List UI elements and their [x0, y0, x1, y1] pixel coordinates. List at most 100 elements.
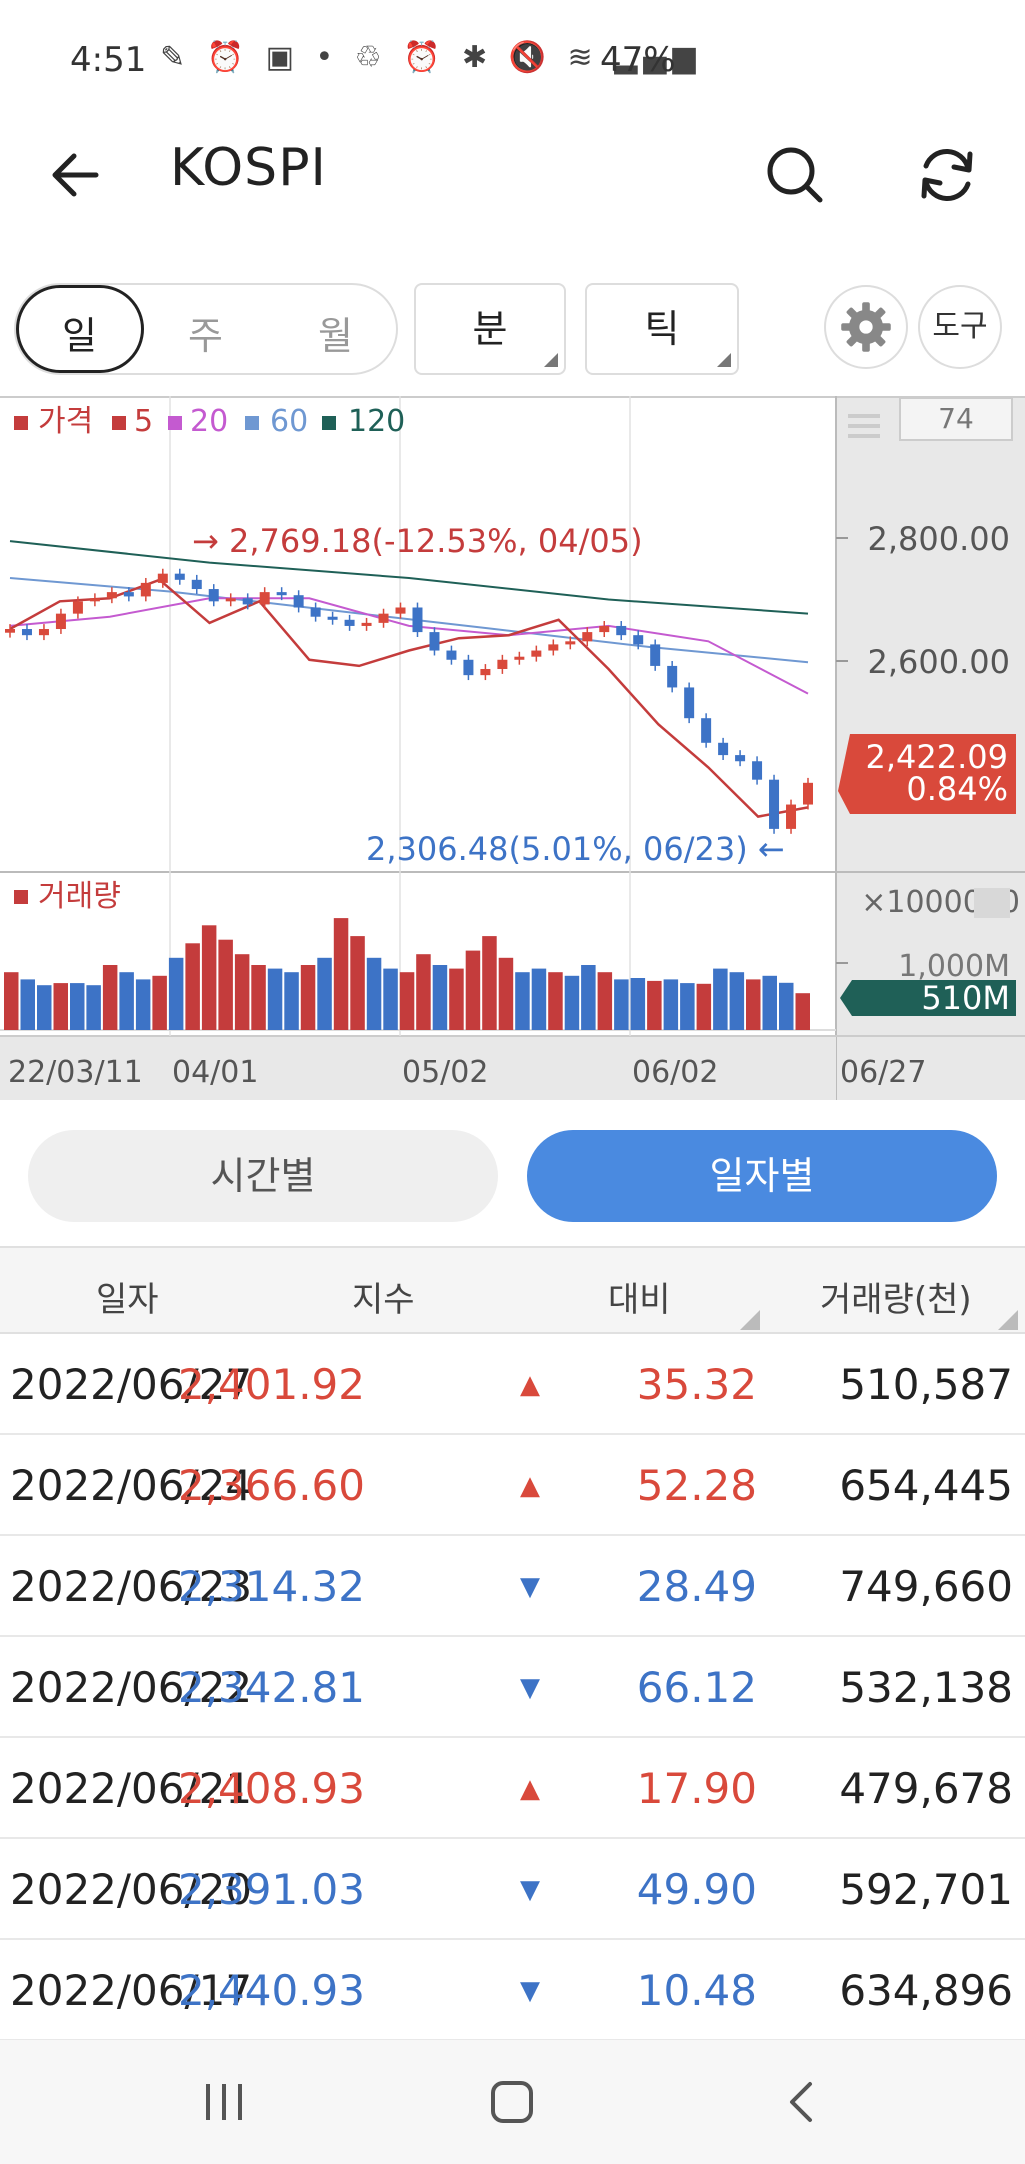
tab-daily[interactable]: 일자별 — [527, 1130, 997, 1222]
volume-bar — [366, 957, 382, 1030]
tab-time[interactable]: 시간별 — [28, 1130, 498, 1222]
status-time: 4:51 — [70, 40, 147, 80]
home-icon[interactable] — [488, 2078, 536, 2126]
row-volume: 749,660 — [839, 1562, 1013, 1611]
current-price: 2,422.09 — [866, 738, 1009, 776]
candle — [803, 782, 813, 805]
x-tick-2: 05/02 — [402, 1055, 488, 1090]
volume-bar — [317, 957, 332, 1030]
tick-label: 틱 — [644, 307, 680, 351]
row-date: 2022/06/17 — [10, 1966, 253, 2015]
candle — [684, 687, 695, 719]
row-change: 52.28 — [636, 1461, 757, 1510]
volume-bar — [498, 957, 514, 1030]
volume-bar — [449, 968, 464, 1030]
current-volume-tag — [840, 980, 1016, 1016]
table-row[interactable]: 2022/06/23 2,314.32 ▼ 28.49 749,660 — [0, 1536, 1025, 1637]
status-bar: 4:51 ✎ ⏰ ▣ • ♲ ⏰ ✱ 🔇 ≋ ▂▄▆ 47% — [0, 0, 1025, 110]
volume-bar — [630, 978, 646, 1030]
candle — [480, 668, 491, 676]
status-icons: ✎ ⏰ ▣ • ♲ ⏰ ✱ 🔇 ≋ ▂▄▆ — [160, 40, 702, 75]
candles — [5, 568, 813, 834]
tools-button[interactable]: 도구 — [918, 285, 1002, 369]
refresh-icon[interactable] — [912, 140, 982, 210]
candle — [565, 641, 576, 645]
tab-day[interactable] — [16, 285, 144, 373]
legend-ma60: 60 — [270, 404, 308, 439]
volume-bar — [185, 943, 200, 1030]
price-chart[interactable]: 74 가격 5 20 60 120 → 2,769.18(-12.53%, 04… — [0, 396, 1025, 1100]
col-change[interactable]: 대비 — [608, 1280, 671, 1320]
candle — [633, 635, 644, 645]
candle — [769, 779, 780, 829]
current-price-tag: 2,422.09 0.84% — [838, 734, 1016, 814]
row-volume: 634,896 — [839, 1966, 1013, 2015]
candle — [616, 625, 627, 636]
table-row[interactable]: 2022/06/27 2,401.92 ▲ 35.32 510,587 — [0, 1334, 1025, 1435]
candle — [55, 613, 66, 630]
volume-bar — [795, 993, 810, 1030]
row-date: 2022/06/27 — [10, 1360, 253, 1409]
candle — [599, 625, 610, 633]
dropdown-corner-icon — [717, 353, 731, 367]
col-index[interactable]: 지수 — [352, 1280, 415, 1320]
volume-bar — [713, 968, 728, 1030]
volume-bar — [729, 972, 745, 1030]
down-triangle-icon: ▼ — [520, 1976, 540, 2006]
menu-icon[interactable] — [848, 414, 880, 438]
gear-icon — [841, 302, 891, 352]
minute-label: 분 — [472, 307, 508, 351]
volume-bar — [680, 983, 695, 1030]
tab-week[interactable]: 주 — [188, 314, 223, 358]
candle — [667, 665, 678, 688]
legend-ma5: 5 — [134, 404, 153, 439]
volume-bar — [267, 968, 283, 1030]
row-change: 66.12 — [636, 1663, 757, 1712]
col-date[interactable]: 일자 — [96, 1280, 159, 1320]
volume-bar — [86, 985, 101, 1030]
volume-bar — [135, 979, 151, 1030]
legend-ma20: 20 — [190, 404, 228, 439]
tick-button[interactable]: 틱 — [585, 283, 739, 375]
candle — [463, 659, 474, 676]
table-body: 2022/06/27 2,401.92 ▲ 35.32 510,587 2022… — [0, 1334, 1025, 2041]
candle — [174, 573, 185, 580]
candle — [548, 644, 559, 651]
zoom-box[interactable] — [899, 397, 1013, 441]
sort-corner-icon — [740, 1310, 760, 1330]
chart-svg: 74 가격 5 20 60 120 → 2,769.18(-12.53%, 04… — [0, 396, 1025, 1100]
candle — [446, 650, 457, 660]
sort-corner-icon — [998, 1310, 1018, 1330]
legend-ma120: 120 — [348, 404, 405, 439]
volume-bar — [119, 972, 134, 1030]
settings-button[interactable] — [824, 285, 908, 369]
back-arrow-icon[interactable] — [44, 140, 114, 210]
table-row[interactable]: 2022/06/21 2,408.93 ▲ 17.90 479,678 — [0, 1738, 1025, 1839]
table-row[interactable]: 2022/06/17 2,440.93 ▼ 10.48 634,896 — [0, 1940, 1025, 2041]
legend-price: 가격 — [38, 404, 93, 439]
back-nav-icon[interactable] — [780, 2078, 820, 2126]
up-triangle-icon: ▲ — [520, 1370, 540, 1400]
x-tick-1: 04/01 — [172, 1055, 258, 1090]
table-row[interactable]: 2022/06/20 2,391.03 ▼ 49.90 592,701 — [0, 1839, 1025, 1940]
col-volume[interactable]: 거래량(천) — [820, 1280, 972, 1320]
tab-day-label[interactable]: 일 — [62, 314, 97, 358]
tab-month[interactable]: 월 — [318, 314, 353, 358]
volume-bar — [284, 972, 299, 1030]
row-volume: 654,445 — [839, 1461, 1013, 1510]
recent-apps-icon[interactable] — [200, 2080, 250, 2124]
row-index: 2,401.92 — [177, 1360, 365, 1409]
candle — [735, 755, 746, 762]
table-row[interactable]: 2022/06/22 2,342.81 ▼ 66.12 532,138 — [0, 1637, 1025, 1738]
minute-button[interactable]: 분 — [414, 283, 566, 375]
candle — [157, 573, 168, 583]
table-row[interactable]: 2022/06/24 2,366.60 ▲ 52.28 654,445 — [0, 1435, 1025, 1536]
row-change: 35.32 — [636, 1360, 757, 1409]
volume-bar — [251, 965, 266, 1030]
row-date: 2022/06/21 — [10, 1764, 253, 1813]
row-change: 10.48 — [636, 1966, 757, 2015]
candle — [701, 718, 712, 743]
candle — [429, 632, 440, 651]
row-volume: 510,587 — [839, 1360, 1013, 1409]
search-icon[interactable] — [760, 140, 830, 210]
